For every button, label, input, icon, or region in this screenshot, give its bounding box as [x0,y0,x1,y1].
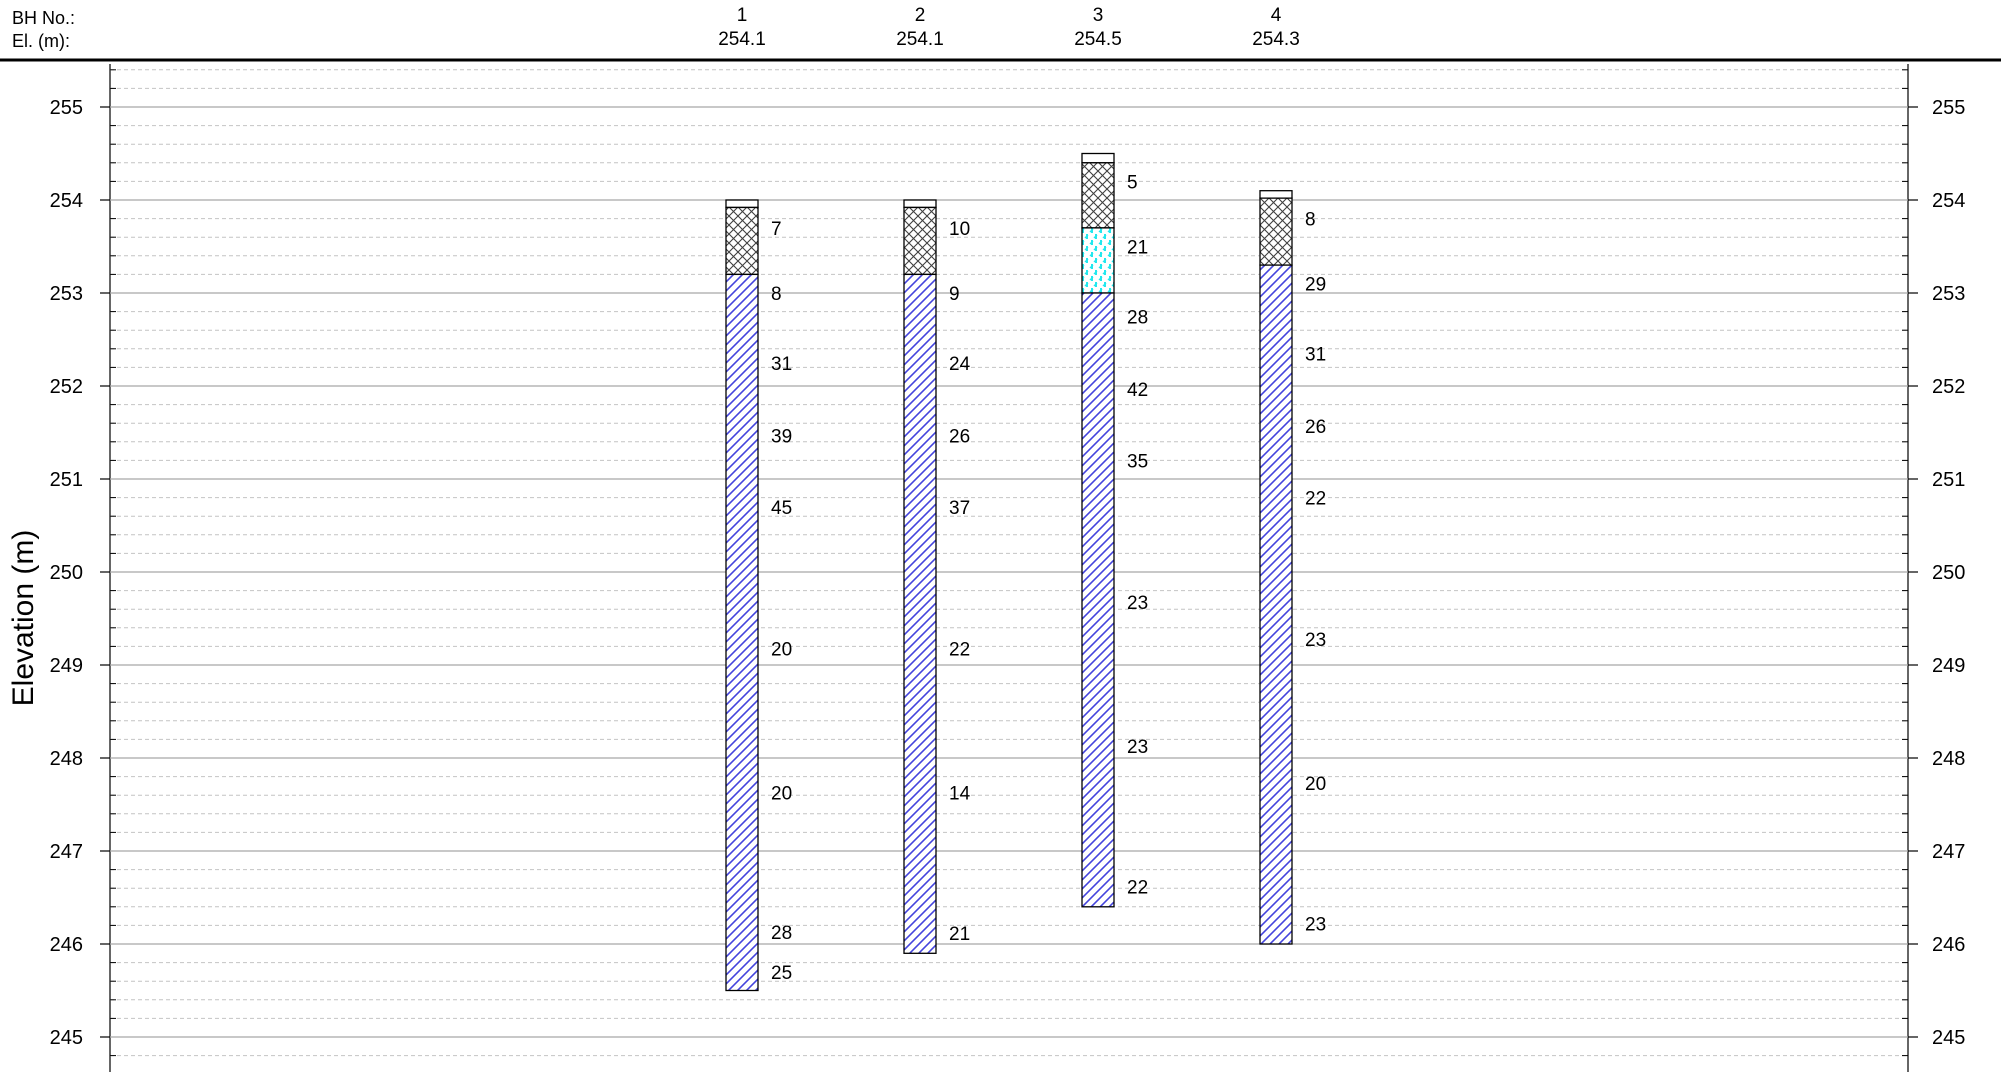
stratum-fill [725,199,759,209]
y-tick-label-left: 249 [50,655,83,677]
y-tick-label-left: 254 [50,190,83,212]
spt-n-value-label: 10 [949,219,970,240]
borehole-elevation-label: 254.1 [718,29,766,50]
borehole-1: 1 254.1 7 8 31 39 45 20 20 28 25 [718,5,792,992]
spt-n-value-label: 39 [771,426,792,447]
spt-n-value-label: 20 [771,639,792,660]
stratum-crosshatch [1259,197,1293,266]
y-tick-label-left: 246 [50,934,83,956]
spt-n-value-label: 45 [771,498,792,519]
minor-gridlines [110,69,1908,1057]
spt-n-value-label: 31 [771,354,792,375]
spt-n-value-label: 23 [1305,630,1326,651]
spt-n-value-label: 8 [1305,210,1316,231]
left-axis-ticks: 255 254 253 252 251 250 249 248 247 246 245 [50,97,83,1049]
borehole-elevation-label: 254.1 [896,29,944,50]
spt-n-value-label: 20 [771,783,792,804]
boreholes: 1254.178313945202028252254.1109242637221… [718,5,1326,992]
borehole-2: 2 254.1 10 9 24 26 37 22 14 21 [896,5,971,954]
spt-n-value-label: 23 [1127,737,1148,758]
y-tick-label-left: 252 [50,376,83,398]
y-tick-label-right: 251 [1932,469,1965,491]
borehole-id-label: 2 [915,5,926,26]
y-tick-label-right: 253 [1932,283,1965,305]
spt-n-value-label: 22 [1127,877,1148,898]
spt-n-value-label: 23 [1127,593,1148,614]
y-tick-label-left: 245 [50,1027,83,1049]
y-tick-label-left: 255 [50,97,83,119]
spt-n-value-label: 26 [1305,417,1326,438]
spt-n-value-label: 22 [1305,489,1326,510]
stratum-crosshatch [903,206,937,276]
stratum-clay [1259,264,1293,945]
y-tick-label-right: 255 [1932,97,1965,119]
spt-n-value-label: 31 [1305,344,1326,365]
elevation-label: El. (m): [12,31,70,51]
y-tick-label-right: 248 [1932,748,1965,770]
y-tick-label-left: 251 [50,469,83,491]
spt-n-value-label: 42 [1127,380,1148,401]
borehole-id-label: 4 [1271,5,1282,26]
stratum-clay [903,273,937,954]
stratum-clay [725,273,759,992]
y-tick-label-left: 253 [50,283,83,305]
spt-n-value-label: 9 [949,284,960,305]
stratum-crosshatch [725,206,759,276]
spt-n-value-label: 22 [949,639,970,660]
borehole-3: 3 254.5 5 21 28 42 35 23 23 22 [1074,5,1148,908]
spt-n-value-label: 23 [1305,915,1326,936]
spt-n-value-label: 14 [949,783,971,804]
y-tick-label-right: 249 [1932,655,1965,677]
spt-n-value-label: 21 [1127,238,1148,259]
stratum-fill [903,199,937,209]
right-axis-ticks: 255 254 253 252 251 250 249 248 247 246 245 [1932,97,1965,1049]
y-tick-label-right: 245 [1932,1027,1965,1049]
spt-n-value-label: 25 [771,963,792,984]
borehole-elevation-label: 254.5 [1074,29,1122,50]
spt-n-value-label: 21 [949,924,970,945]
bh-number-label: BH No.: [12,8,75,28]
y-tick-label-right: 246 [1932,934,1965,956]
spt-n-value-label: 8 [771,284,782,305]
spt-n-value-label: 7 [771,219,782,240]
spt-n-value-label: 28 [771,923,792,944]
borehole-elevation-label: 254.3 [1252,29,1300,50]
y-tick-label-right: 252 [1932,376,1965,398]
borehole-id-label: 3 [1093,5,1104,26]
spt-n-value-label: 35 [1127,451,1148,472]
spt-n-value-label: 37 [949,498,970,519]
y-axis-title: Elevation (m) [7,530,40,707]
major-gridlines [100,106,1918,1038]
spt-n-value-label: 29 [1305,275,1326,296]
stratum-clay [1081,292,1115,908]
spt-n-value-label: 20 [1305,774,1326,795]
y-tick-label-left: 247 [50,841,83,863]
spt-n-value-label: 5 [1127,172,1138,193]
borehole-4: 4 254.3 8 29 31 26 22 23 20 23 [1252,5,1326,945]
y-tick-label-left: 248 [50,748,83,770]
spt-n-value-label: 28 [1127,307,1148,328]
stratum-fill [1259,190,1293,199]
stratum-fill [1081,152,1115,164]
y-tick-label-right: 247 [1932,841,1965,863]
stratum-silt [1081,227,1115,294]
borehole-id-label: 1 [737,5,748,26]
stratum-crosshatch [1081,162,1115,229]
y-tick-label-right: 254 [1932,190,1965,212]
y-tick-label-right: 250 [1932,562,1965,584]
spt-n-value-label: 26 [949,426,970,447]
y-tick-label-left: 250 [50,562,83,584]
spt-n-value-label: 24 [949,354,971,375]
